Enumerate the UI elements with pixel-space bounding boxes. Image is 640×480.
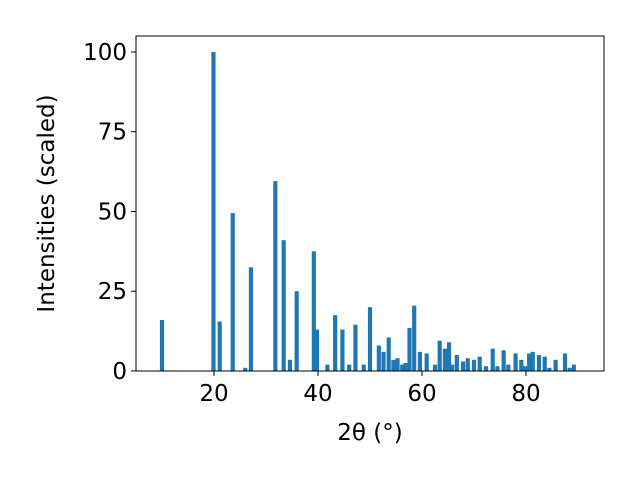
bar [437, 340, 442, 371]
bar [367, 307, 373, 371]
bar [294, 291, 299, 371]
y-axis-label: Intensities (scaled) [34, 94, 60, 312]
bar [407, 327, 412, 371]
x-tick-label: 60 [407, 381, 436, 407]
bar [311, 251, 316, 371]
bar [159, 319, 165, 371]
y-tick-label: 75 [98, 120, 127, 146]
bar [353, 324, 358, 371]
bar [450, 364, 455, 371]
bar [314, 329, 320, 371]
bar [461, 361, 466, 371]
bar [243, 367, 248, 371]
y-tick-label: 100 [83, 40, 127, 66]
bar [325, 364, 330, 371]
bar [217, 321, 222, 371]
bar [442, 348, 447, 371]
bar [230, 213, 235, 371]
x-axis-ticks: 20 40 60 80 [199, 371, 541, 407]
bar [553, 359, 558, 371]
bar [333, 315, 338, 371]
bar [412, 305, 417, 371]
bar [519, 359, 524, 371]
y-tick-label: 50 [98, 199, 127, 225]
bar [446, 342, 452, 371]
bar [424, 353, 429, 371]
bar [211, 51, 216, 371]
bar [477, 356, 482, 371]
bar [562, 353, 568, 371]
bar [386, 337, 391, 371]
bar [536, 355, 542, 371]
bar [501, 350, 506, 371]
bar [571, 364, 576, 371]
x-axis-label: 2θ (°) [337, 420, 402, 446]
bar [495, 366, 500, 371]
bar [340, 329, 345, 371]
bar [490, 348, 495, 371]
y-tick-label: 25 [98, 279, 127, 305]
bar [248, 267, 253, 371]
bar [400, 364, 405, 371]
bar [454, 355, 459, 371]
bar [530, 351, 535, 371]
x-tick-label: 20 [199, 381, 228, 407]
plot-frame [135, 35, 605, 372]
bar [273, 181, 278, 371]
bar [347, 364, 352, 371]
bar [391, 359, 396, 371]
bar [513, 353, 518, 371]
bar [471, 359, 477, 371]
bar [506, 364, 511, 371]
bar [465, 358, 470, 371]
bar [287, 359, 292, 371]
bar [281, 240, 286, 371]
bar [381, 351, 386, 371]
bar [527, 353, 532, 371]
x-tick-label: 40 [303, 381, 332, 407]
y-axis-ticks: 0 25 50 75 100 [83, 40, 136, 385]
bar [542, 356, 547, 371]
y-tick-label: 0 [112, 359, 127, 385]
bar [483, 366, 489, 371]
bar [522, 366, 528, 371]
bar [361, 364, 366, 371]
bar [567, 367, 572, 371]
bar [376, 345, 381, 371]
bar [417, 351, 422, 371]
bar [403, 363, 408, 371]
bar [547, 367, 552, 371]
bar [432, 364, 438, 371]
x-tick-label: 80 [511, 381, 540, 407]
bar [395, 358, 400, 371]
bar-series [159, 51, 576, 371]
